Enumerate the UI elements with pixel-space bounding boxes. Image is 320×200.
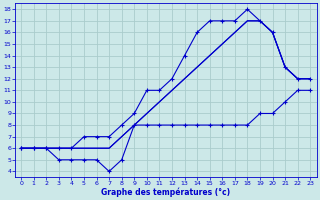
- X-axis label: Graphe des températures (°c): Graphe des températures (°c): [101, 187, 230, 197]
